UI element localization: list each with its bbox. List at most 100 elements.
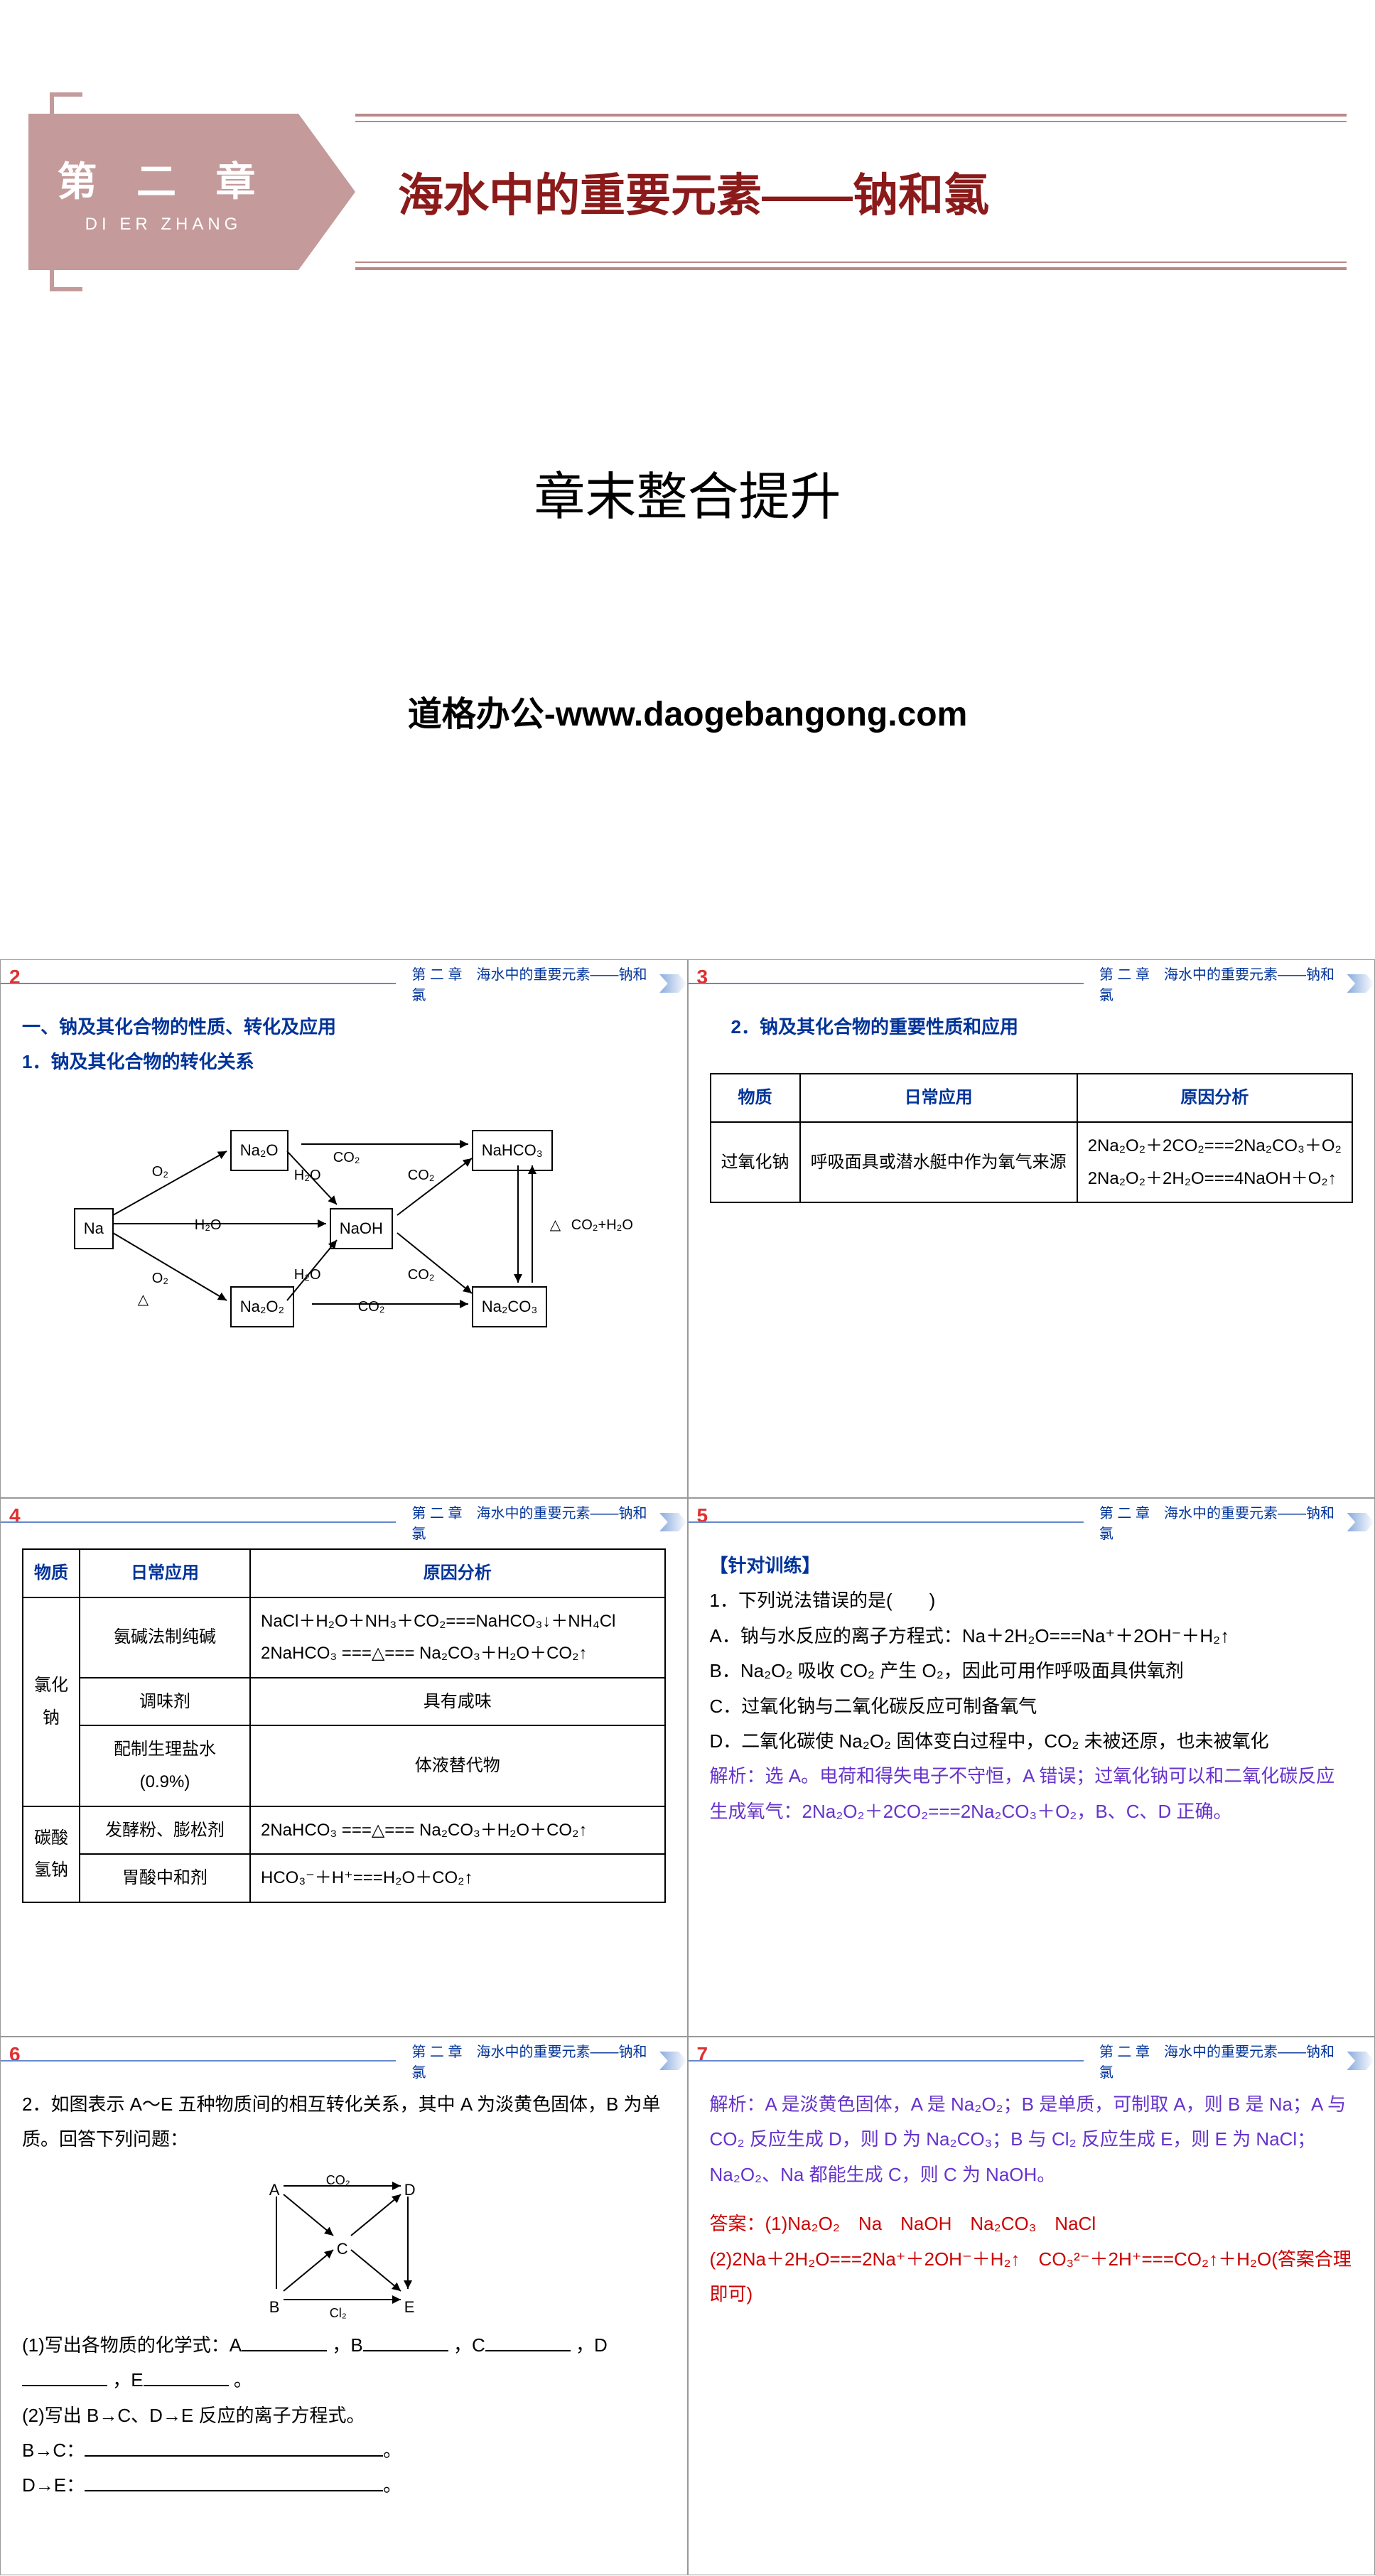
- q1-end: 。: [234, 2369, 252, 2391]
- th-use: 日常应用: [80, 1549, 250, 1597]
- properties-table: 物质 日常应用 原因分析 过氧化钠 呼吸面具或潜水艇中作为氧气来源 2Na₂O₂…: [710, 1073, 1354, 1203]
- cell-substance: 氯化钠: [23, 1597, 80, 1806]
- slide-grid: 2 第 二 章 海水中的重要元素——钠和氯 一、钠及其化合物的性质、转化及应用 …: [0, 959, 1375, 2575]
- slide-3: 3 第 二 章 海水中的重要元素——钠和氯 2．钠及其化合物的重要性质和应用 物…: [688, 959, 1375, 1498]
- cell-reason: HCO₃⁻＋H⁺===H₂O＋CO₂↑: [250, 1854, 665, 1902]
- chevron-icon: [659, 1513, 686, 1531]
- edge-cl2: Cl₂: [330, 2301, 347, 2325]
- chevron-icon: [1347, 1513, 1374, 1531]
- option-b: B．Na₂O₂ 吸收 CO₂ 产生 O₂，因此可用作呼吸面具供氧剂: [710, 1654, 1354, 1688]
- slide-4: 4 第 二 章 海水中的重要元素——钠和氯 物质 日常应用 原因分析 氯化钠 氨…: [0, 1498, 688, 2037]
- bc-label: B→C：: [22, 2440, 85, 2461]
- cell-use: 胃酸中和剂: [80, 1854, 250, 1902]
- cell-use: 发酵粉、膨松剂: [80, 1806, 250, 1855]
- blank: [485, 2334, 571, 2351]
- de-label: D→E：: [22, 2474, 85, 2496]
- header-line: [1, 2060, 396, 2062]
- slide-header: 第 二 章 海水中的重要元素——钠和氯: [689, 1499, 1375, 1546]
- cell-substance: 碳酸氢钠: [23, 1806, 80, 1902]
- sub-question-1: (1)写出各物质的化学式：A ，B ，C ，D ，E 。: [22, 2328, 666, 2398]
- practice-tag: 【针对训练】: [710, 1548, 1354, 1583]
- table-row: 物质 日常应用 原因分析: [711, 1074, 1353, 1122]
- chapter-banner: 第 二 章 DI ER ZHANG 海水中的重要元素——钠和氯: [28, 114, 1347, 270]
- slide-header: 第 二 章 海水中的重要元素——钠和氯: [689, 2037, 1375, 2084]
- blank: [242, 2334, 327, 2351]
- slide-content: 物质 日常应用 原因分析 氯化钠 氨碱法制纯碱 NaCl＋H₂O＋NH₃＋CO₂…: [22, 1548, 666, 1903]
- header-text: 第 二 章 海水中的重要元素——钠和氯: [403, 960, 659, 1007]
- blank: [22, 2369, 107, 2386]
- q1-d: ，D: [576, 2334, 608, 2356]
- blank: [363, 2334, 448, 2351]
- equation: NaCl＋H₂O＋NH₃＋CO₂===NaHCO₃↓＋NH₄Cl: [261, 1605, 654, 1638]
- sub-heading: 1．钠及其化合物的转化关系: [22, 1045, 666, 1079]
- chapter-number-pinyin: DI ER ZHANG: [85, 215, 242, 235]
- slide-5: 5 第 二 章 海水中的重要元素——钠和氯 【针对训练】 1．下列说法错误的是(…: [688, 1498, 1375, 2037]
- node-a: A: [269, 2175, 280, 2205]
- conversion-diagram: Na Na₂O Na₂O₂ NaOH NaHCO₃ Na₂CO₃ O₂ O₂ △…: [74, 1101, 614, 1357]
- slide-content: 2．如图表示 A～E 五种物质间的相互转化关系，其中 A 为淡黄色固体，B 为单…: [22, 2087, 666, 2504]
- page-root: 第 二 章 DI ER ZHANG 海水中的重要元素——钠和氯 章末整合提升 道…: [0, 0, 1375, 2575]
- header-text: 第 二 章 海水中的重要元素——钠和氯: [403, 1499, 659, 1546]
- cell-reason: 2NaHCO₃ ===△=== Na₂CO₃＋H₂O＋CO₂↑: [250, 1806, 665, 1855]
- header-line: [1, 983, 396, 984]
- table-row: 配制生理盐水(0.9%) 体液替代物: [23, 1725, 665, 1806]
- cell-reason: NaCl＋H₂O＋NH₃＋CO₂===NaHCO₃↓＋NH₄Cl 2NaHCO₃…: [250, 1597, 665, 1678]
- th-reason: 原因分析: [250, 1549, 665, 1597]
- main-title: 海水中的重要元素——钠和氯: [398, 159, 989, 225]
- slide-header: 第 二 章 海水中的重要元素——钠和氯: [1, 2037, 687, 2084]
- table-row: 胃酸中和剂 HCO₃⁻＋H⁺===H₂O＋CO₂↑: [23, 1854, 665, 1902]
- analysis-text: 解析：A 是淡黄色固体，A 是 Na₂O₂；B 是单质，可制取 A，则 B 是 …: [710, 2087, 1354, 2192]
- q1-pre: (1)写出各物质的化学式：A: [22, 2334, 242, 2356]
- header-line: [689, 2060, 1084, 2062]
- table-row: 调味剂 具有咸味: [23, 1678, 665, 1726]
- header-line: [689, 983, 1084, 984]
- answer-line-2: (2)2Na＋2H₂O===2Na⁺＋2OH⁻＋H₂↑ CO₃²⁻＋2H⁺===…: [710, 2242, 1354, 2312]
- chapter-number-cn: 第 二 章: [57, 150, 269, 208]
- slide-7: 7 第 二 章 海水中的重要元素——钠和氯 解析：A 是淡黄色固体，A 是 Na…: [688, 2037, 1375, 2575]
- th-use: 日常应用: [800, 1074, 1077, 1122]
- properties-table: 物质 日常应用 原因分析 氯化钠 氨碱法制纯碱 NaCl＋H₂O＋NH₃＋CO₂…: [22, 1548, 666, 1903]
- section-heading: 一、钠及其化合物的性质、转化及应用: [22, 1010, 666, 1045]
- slide-content: 2．钠及其化合物的重要性质和应用 物质 日常应用 原因分析 过氧化钠 呼吸面具或…: [710, 1010, 1354, 1203]
- sub-question-2: (2)写出 B→C、D→E 反应的离子方程式。: [22, 2398, 666, 2433]
- th-substance: 物质: [23, 1549, 80, 1597]
- answer-text: 解析：选 A。电荷和得失电子不守恒，A 错误；过氧化钠可以和二氧化碳反应生成氧气…: [710, 1759, 1354, 1829]
- slide-2: 2 第 二 章 海水中的重要元素——钠和氯 一、钠及其化合物的性质、转化及应用 …: [0, 959, 688, 1498]
- node-c: C: [337, 2234, 348, 2264]
- bc-line: B→C：。: [22, 2433, 666, 2468]
- cell-use: 氨碱法制纯碱: [80, 1597, 250, 1678]
- slide-header: 第 二 章 海水中的重要元素——钠和氯: [1, 1499, 687, 1546]
- header-line: [689, 1521, 1084, 1523]
- table-row: 物质 日常应用 原因分析: [23, 1549, 665, 1597]
- th-substance: 物质: [711, 1074, 800, 1122]
- cell-use: 调味剂: [80, 1678, 250, 1726]
- option-d: D．二氧化碳使 Na₂O₂ 固体变白过程中，CO₂ 未被还原，也未被氧化: [710, 1724, 1354, 1759]
- answer-line-1: 答案：(1)Na₂O₂ Na NaOH Na₂CO₃ NaCl: [710, 2206, 1354, 2241]
- slide-header: 第 二 章 海水中的重要元素——钠和氯: [689, 960, 1375, 1007]
- table-row: 过氧化钠 呼吸面具或潜水艇中作为氧气来源 2Na₂O₂＋2CO₂===2Na₂C…: [711, 1122, 1353, 1202]
- th-reason: 原因分析: [1077, 1074, 1352, 1122]
- table-row: 碳酸氢钠 发酵粉、膨松剂 2NaHCO₃ ===△=== Na₂CO₃＋H₂O＋…: [23, 1806, 665, 1855]
- slide-6: 6 第 二 章 海水中的重要元素——钠和氯 2．如图表示 A～E 五种物质间的相…: [0, 2037, 688, 2575]
- slide-header: 第 二 章 海水中的重要元素——钠和氯: [1, 960, 687, 1007]
- chapter-badge: 第 二 章 DI ER ZHANG: [28, 114, 298, 270]
- cell-substance: 过氧化钠: [711, 1122, 800, 1202]
- header-text: 第 二 章 海水中的重要元素——钠和氯: [1091, 960, 1347, 1007]
- blank: [85, 2440, 383, 2457]
- header-text: 第 二 章 海水中的重要元素——钠和氯: [1091, 2037, 1347, 2084]
- option-a: A．钠与水反应的离子方程式：Na＋2H₂O===Na⁺＋2OH⁻＋H₂↑: [710, 1619, 1354, 1654]
- diagram-lines: [74, 1101, 614, 1357]
- chevron-icon: [1347, 974, 1374, 993]
- de-line: D→E：。: [22, 2468, 666, 2503]
- chevron-icon: [1347, 2052, 1374, 2070]
- q1-b: ，B: [332, 2334, 362, 2356]
- table-row: 氯化钠 氨碱法制纯碱 NaCl＋H₂O＋NH₃＋CO₂===NaHCO₃↓＋NH…: [23, 1597, 665, 1678]
- slide-content: 【针对训练】 1．下列说法错误的是( ) A．钠与水反应的离子方程式：Na＋2H…: [710, 1548, 1354, 1829]
- conversion-square-diagram: A D B E C CO₂ Cl₂: [252, 2165, 436, 2321]
- equation: 2Na₂O₂＋2CO₂===2Na₂CO₃＋O₂: [1088, 1130, 1342, 1163]
- header-line: [1, 1521, 396, 1523]
- cell-use: 呼吸面具或潜水艇中作为氧气来源: [800, 1122, 1077, 1202]
- watermark: 道格办公-www.daogebangong.com: [0, 686, 1375, 735]
- node-d: D: [404, 2175, 416, 2205]
- chevron-icon: [659, 974, 686, 993]
